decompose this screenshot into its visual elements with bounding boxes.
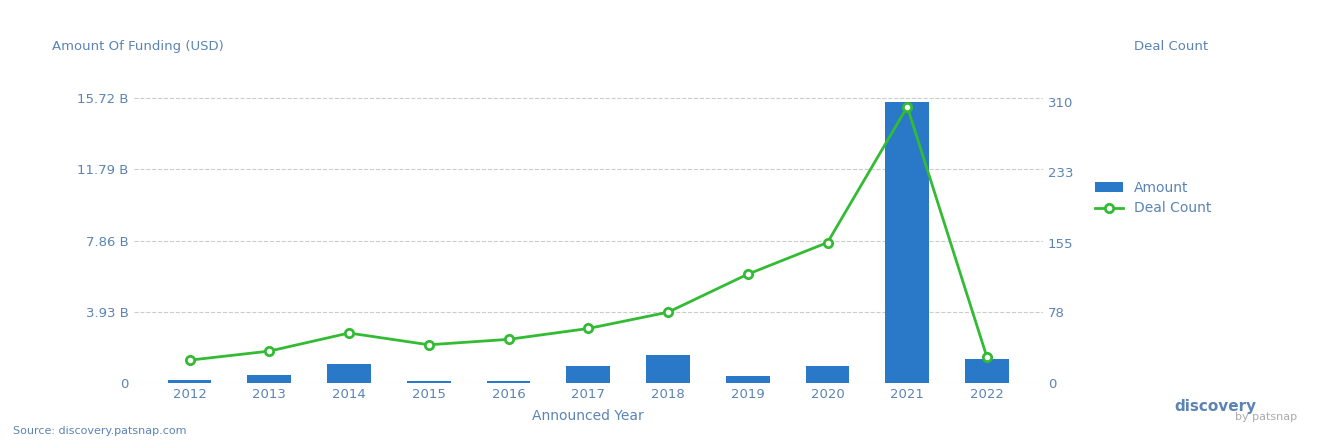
Deal Count bbox=[261, 348, 277, 354]
Deal Count bbox=[820, 240, 836, 245]
Legend: Amount, Deal Count: Amount, Deal Count bbox=[1090, 175, 1217, 221]
Deal Count bbox=[900, 104, 916, 110]
Text: discovery: discovery bbox=[1175, 399, 1257, 414]
Bar bbox=[328, 364, 370, 383]
Line: Deal Count: Deal Count bbox=[186, 103, 991, 364]
Bar bbox=[406, 381, 451, 383]
Bar bbox=[646, 355, 690, 383]
Deal Count bbox=[182, 358, 198, 363]
Bar bbox=[487, 381, 531, 383]
Bar bbox=[806, 366, 849, 383]
Bar bbox=[247, 375, 291, 383]
Deal Count bbox=[421, 342, 437, 348]
Text: by patsnap: by patsnap bbox=[1235, 412, 1297, 422]
Deal Count bbox=[660, 310, 677, 315]
X-axis label: Announced Year: Announced Year bbox=[532, 409, 644, 423]
Bar bbox=[965, 359, 1009, 383]
Bar bbox=[726, 377, 770, 383]
Bar bbox=[167, 380, 211, 383]
Deal Count bbox=[979, 355, 995, 360]
Text: Deal Count: Deal Count bbox=[1134, 40, 1207, 53]
Text: Source: discovery.patsnap.com: Source: discovery.patsnap.com bbox=[13, 425, 187, 436]
Deal Count bbox=[580, 326, 596, 331]
Deal Count bbox=[341, 330, 357, 336]
Deal Count bbox=[500, 337, 516, 342]
Bar bbox=[567, 366, 610, 383]
Bar bbox=[885, 102, 929, 383]
Deal Count bbox=[739, 271, 755, 277]
Text: Amount Of Funding (USD): Amount Of Funding (USD) bbox=[52, 40, 223, 53]
